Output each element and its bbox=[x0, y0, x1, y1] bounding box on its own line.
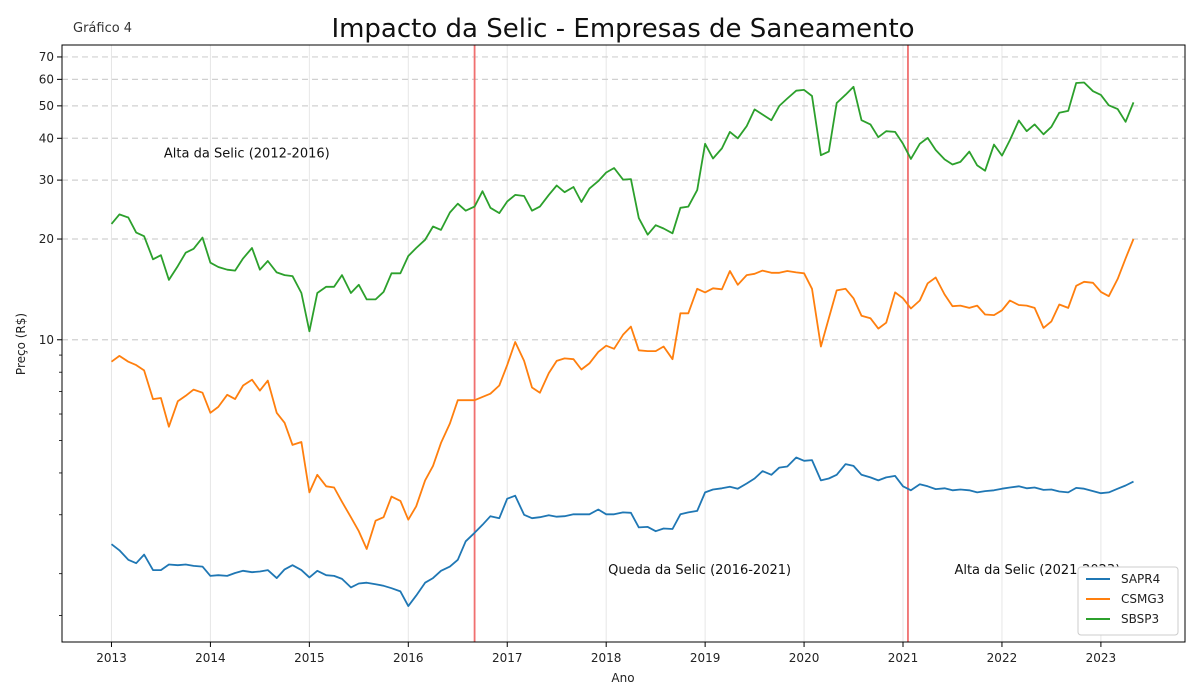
x-tick-label: 2018 bbox=[591, 651, 622, 665]
y-tick-label: 10 bbox=[39, 333, 54, 347]
chart-title: Impacto da Selic - Empresas de Saneament… bbox=[331, 14, 914, 44]
x-tick-label: 2016 bbox=[393, 651, 424, 665]
x-tick-label: 2017 bbox=[492, 651, 523, 665]
y-tick-label: 50 bbox=[39, 99, 54, 113]
legend-label-sbsp3: SBSP3 bbox=[1121, 612, 1159, 626]
x-tick-label: 2019 bbox=[690, 651, 721, 665]
annotation-label: Alta da Selic (2012-2016) bbox=[164, 147, 330, 162]
selic-period-lines bbox=[473, 45, 909, 642]
x-tick-label: 2022 bbox=[987, 651, 1018, 665]
series-lines bbox=[110, 81, 1135, 607]
x-tick-label: 2015 bbox=[294, 651, 325, 665]
x-tick-label: 2023 bbox=[1086, 651, 1117, 665]
plot-frame bbox=[61, 44, 1186, 643]
x-tick-label: 2014 bbox=[195, 651, 226, 665]
y-axis-label: Preço (R$) bbox=[14, 313, 28, 375]
series-line-csmg3 bbox=[110, 238, 1135, 550]
legend-label-sapr4: SAPR4 bbox=[1121, 572, 1160, 586]
y-tick-label: 30 bbox=[39, 173, 54, 187]
y-tick-label: 20 bbox=[39, 232, 54, 246]
grid bbox=[62, 45, 1185, 642]
y-tick-label: 60 bbox=[39, 72, 54, 86]
annotation-label: Queda da Selic (2016-2021) bbox=[608, 563, 791, 578]
corner-label: Gráfico 4 bbox=[73, 21, 132, 36]
x-axis-ticks: 2013 2014 2015 2016 2017 2018 2019 2020 2021 2022… bbox=[96, 642, 1116, 665]
legend-label-csmg3: CSMG3 bbox=[1121, 592, 1164, 606]
y-tick-label: 70 bbox=[39, 50, 54, 64]
x-tick-label: 2013 bbox=[96, 651, 127, 665]
x-axis-label: Ano bbox=[611, 671, 634, 685]
legend: SAPR4 CSMG3 SBSP3 bbox=[1077, 566, 1179, 636]
series-line-sapr4 bbox=[110, 456, 1134, 607]
x-tick-label: 2020 bbox=[789, 651, 820, 665]
annotations: Alta da Selic (2012-2016) Queda da Selic … bbox=[164, 147, 1120, 578]
series-line-sbsp3 bbox=[110, 81, 1135, 333]
y-tick-label: 40 bbox=[39, 131, 54, 145]
y-axis-ticks: 10 20 30 40 50 60 70 bbox=[39, 50, 62, 616]
x-tick-label: 2021 bbox=[888, 651, 919, 665]
